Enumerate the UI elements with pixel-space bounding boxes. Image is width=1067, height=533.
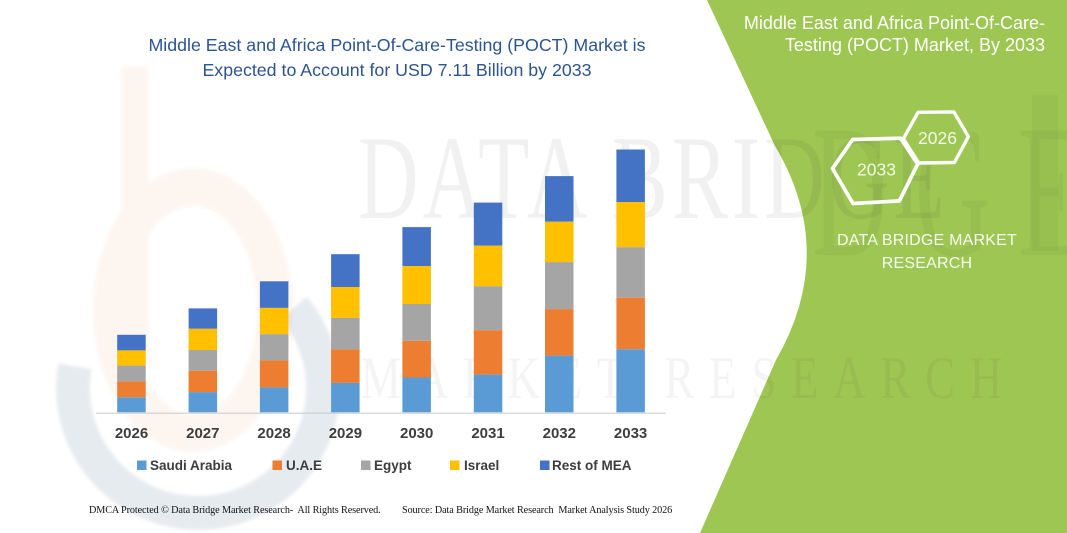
svg-text:2026: 2026 [918,128,957,148]
svg-text:2033: 2033 [857,160,896,180]
